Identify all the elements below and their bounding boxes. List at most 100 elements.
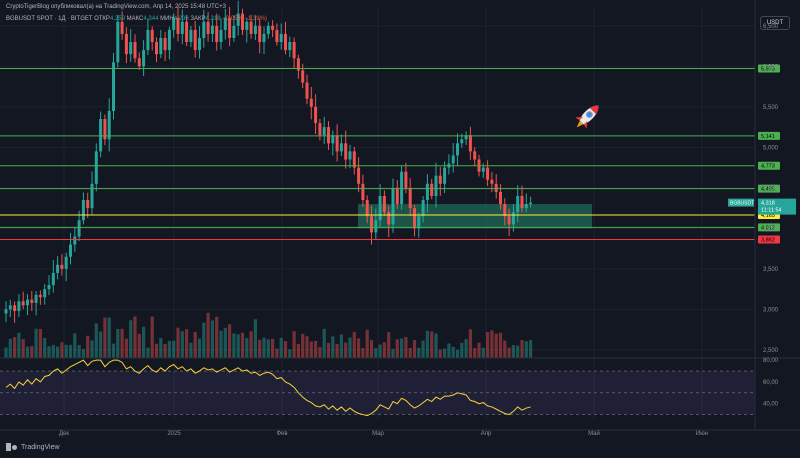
level-label: 4,013 (761, 225, 775, 231)
volume-bar (240, 332, 245, 358)
volume-bar (417, 347, 421, 358)
candle-body (107, 110, 111, 140)
high-label: МАКС (126, 16, 144, 22)
candle-body (279, 33, 283, 43)
y-tick-label: 4,000 (763, 226, 779, 232)
volume-bar (352, 331, 356, 358)
volume-bar (86, 335, 90, 358)
y-tick-label: 5,500 (763, 105, 779, 111)
candle-body (202, 21, 206, 38)
volume-bar (486, 332, 490, 358)
candle-body (86, 200, 90, 209)
candle-body (318, 123, 322, 136)
candle-body (232, 25, 236, 38)
volume-bar (335, 343, 339, 358)
candle-body (206, 21, 210, 34)
candle-body (395, 187, 399, 205)
candle-body (322, 127, 326, 136)
candle-body (51, 272, 55, 286)
candle-body (69, 244, 72, 257)
y-tick-label: 6,500 (763, 24, 779, 30)
open-value: 4,259 (109, 16, 125, 22)
last-price-bg (758, 198, 796, 215)
candle-body (4, 309, 8, 314)
candle-body (361, 183, 365, 201)
candle-body (421, 200, 425, 217)
candle-body (103, 118, 107, 140)
publisher-line: CryptoTigerBlog опубликовал(а) на Tradin… (6, 4, 226, 10)
last-price-symbol-bg (728, 198, 754, 207)
candle-body (124, 33, 128, 55)
candle-body (327, 127, 330, 144)
volume-bar (434, 333, 438, 358)
rsi-tick-label: 40,00 (763, 402, 779, 408)
last-price-symbol: BGBUSDT (730, 201, 754, 207)
volume-bar (318, 347, 322, 358)
volume-bar (137, 333, 141, 358)
volume-bar (309, 341, 313, 358)
candle-body (116, 21, 120, 63)
candle-body (198, 37, 201, 51)
candle-body (26, 299, 29, 306)
volume-bar (176, 327, 180, 358)
candle-body (520, 195, 524, 209)
x-tick-label: 2025 (167, 431, 181, 437)
volume-bar (219, 330, 223, 358)
brand-label: TradingView (21, 443, 60, 451)
level-label-bg (758, 223, 780, 232)
candle-body (296, 58, 300, 71)
volume-bar (56, 346, 60, 358)
candle-body (13, 305, 17, 312)
symbol-name: BGBUSDT SPOT · 1Д · BITGET (6, 16, 93, 22)
candle-body (494, 183, 498, 192)
volume-bar (425, 330, 429, 358)
candle-body (408, 187, 412, 209)
volume-bar (451, 346, 455, 358)
volume-bar (408, 347, 412, 358)
volume-bar (516, 345, 520, 358)
candle-body (99, 118, 103, 152)
tradingview-brand[interactable]: TradingView (6, 443, 60, 451)
volume-bar (430, 331, 434, 358)
volume-bar (202, 322, 206, 358)
x-tick-label: Июн (696, 431, 708, 437)
volume-bar (38, 328, 42, 358)
volume-bar (90, 340, 94, 358)
volume-bar (51, 344, 55, 358)
volume-bar (146, 347, 150, 358)
volume-bar (395, 339, 399, 358)
volume-bar (236, 334, 240, 358)
level-label-bg (758, 161, 780, 170)
currency-button[interactable]: USDT (760, 16, 790, 30)
x-tick-label: Дек (59, 431, 69, 437)
volume-bar (292, 331, 296, 358)
candle-body (460, 139, 464, 144)
volume-bar (223, 327, 227, 358)
volume-bar (529, 340, 533, 358)
volume-bar (473, 348, 477, 358)
volume-bar (271, 338, 275, 358)
volume-bar (73, 333, 77, 358)
volume-bar (232, 333, 236, 358)
x-tick-label: Апр (481, 431, 492, 437)
volume-bar (382, 342, 386, 358)
volume-bar (167, 340, 171, 358)
candle-body (47, 285, 51, 290)
candle-body (464, 135, 468, 140)
candle-body (284, 33, 287, 51)
candle-body (43, 289, 47, 298)
candle-body (266, 25, 270, 34)
volume-bar (245, 338, 249, 358)
volume-bar (460, 342, 464, 358)
volume-bar (150, 316, 154, 358)
volume-bar (348, 337, 352, 358)
candle-body (253, 25, 257, 34)
open-label: ОТКР (94, 16, 110, 22)
candle-body (155, 42, 158, 55)
candle-body (64, 256, 68, 269)
volume-bar (412, 339, 417, 358)
candle-body (146, 29, 150, 51)
candle-body (529, 202, 533, 205)
candle-body (348, 151, 352, 160)
